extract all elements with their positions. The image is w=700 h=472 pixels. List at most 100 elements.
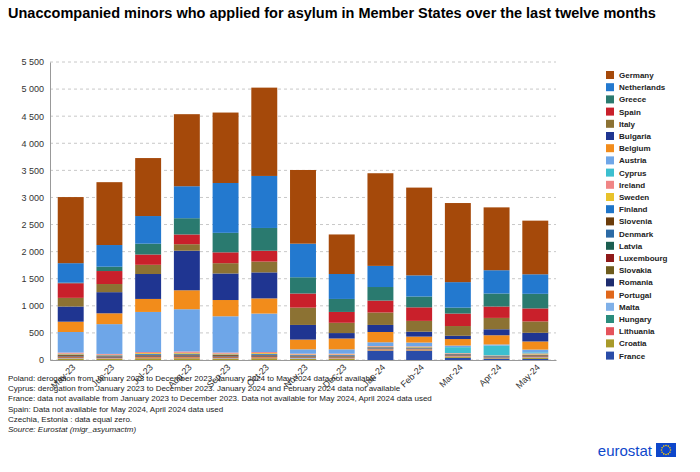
grid — [50, 62, 556, 360]
bar — [290, 357, 316, 358]
bar — [290, 358, 316, 359]
bar — [213, 356, 239, 357]
legend-item: Denmark — [606, 230, 654, 239]
bar — [290, 308, 316, 325]
legend-swatch — [606, 254, 614, 262]
bar — [96, 356, 122, 357]
bar — [367, 348, 393, 349]
legend-swatch — [606, 291, 614, 299]
legend-swatch — [606, 242, 614, 250]
bar — [522, 355, 548, 356]
bar — [96, 245, 122, 267]
y-tick-label: 5 000 — [21, 84, 44, 94]
bar — [174, 114, 200, 186]
chart: Unaccompanied minors who applied for asy… — [0, 0, 700, 472]
legend-label: Austria — [619, 156, 647, 165]
bar — [58, 197, 84, 263]
bar-series — [58, 88, 549, 283]
legend-swatch — [606, 156, 614, 164]
y-tick-label: 4 000 — [21, 139, 44, 149]
bar — [406, 351, 432, 360]
legend-swatch — [606, 266, 614, 274]
bar — [367, 287, 393, 301]
bar — [174, 186, 200, 218]
bar — [174, 309, 200, 351]
bar — [213, 356, 239, 358]
bar — [135, 274, 161, 299]
y-tick: 4 000 — [21, 139, 50, 149]
bar — [251, 355, 277, 356]
bar — [445, 336, 471, 339]
bar — [484, 358, 510, 359]
bar — [367, 348, 393, 349]
bar — [135, 355, 161, 356]
bar — [367, 350, 393, 352]
legend-label: Slovenia — [619, 217, 652, 226]
bar — [522, 353, 548, 355]
bar — [406, 350, 432, 352]
bar — [445, 355, 471, 356]
bar — [329, 358, 355, 359]
bar — [174, 234, 200, 244]
bar — [135, 312, 161, 352]
y-tick-label: 4 500 — [21, 112, 44, 122]
bar — [290, 294, 316, 308]
bar — [522, 333, 548, 342]
bar — [96, 271, 122, 284]
bar — [251, 358, 277, 359]
bar — [290, 244, 316, 278]
bar — [522, 354, 548, 356]
legend-item: Latvia — [606, 242, 643, 251]
legend-item: Sweden — [606, 193, 649, 202]
legend-item: France — [606, 352, 646, 361]
bar — [213, 357, 239, 358]
note: Cyprus: derogation from January 2023 to … — [8, 384, 401, 393]
bar — [445, 357, 471, 359]
bar — [290, 170, 316, 244]
bar — [174, 355, 200, 356]
bar-series — [58, 348, 549, 357]
bar — [522, 294, 548, 309]
bar — [445, 356, 471, 357]
x-tick-label: Mar-24 — [437, 362, 464, 389]
bar — [135, 355, 161, 356]
bar — [406, 275, 432, 296]
bar-series — [58, 350, 549, 359]
y-tick-label: 3 000 — [21, 193, 44, 203]
legend-label: Belgium — [619, 144, 651, 153]
bar — [484, 356, 510, 357]
bar — [96, 355, 122, 357]
bar — [290, 357, 316, 359]
bar — [174, 218, 200, 234]
bar — [522, 356, 548, 358]
bar — [135, 352, 161, 353]
bar-series — [58, 244, 549, 336]
bar — [135, 265, 161, 274]
bar — [96, 359, 122, 360]
bar — [135, 244, 161, 255]
bar — [290, 356, 316, 357]
bar — [174, 355, 200, 356]
legend-swatch — [606, 132, 614, 140]
bar — [251, 251, 277, 262]
bar — [406, 349, 432, 350]
bar — [96, 360, 122, 361]
bar — [58, 298, 84, 307]
note: Spain: Data not available for May 2024, … — [8, 405, 223, 414]
bar — [445, 356, 471, 357]
bar — [445, 354, 471, 355]
legend: GermanyNetherlandsGreeceSpainItalyBulgar… — [606, 71, 668, 361]
legend-label: Finland — [619, 205, 648, 214]
bar — [213, 358, 239, 359]
bar — [290, 355, 316, 357]
bar — [58, 357, 84, 359]
y-axis: 05001 0001 5002 0002 5003 0003 5004 0004… — [21, 57, 50, 365]
grid-line — [50, 62, 556, 63]
legend-label: Netherlands — [619, 83, 666, 92]
bar — [213, 273, 239, 300]
bar — [367, 342, 393, 346]
legend-label: Sweden — [619, 193, 649, 202]
bar — [484, 357, 510, 358]
bar — [522, 358, 548, 359]
note: Czechia, Estonia : data equal zero. — [8, 415, 132, 424]
